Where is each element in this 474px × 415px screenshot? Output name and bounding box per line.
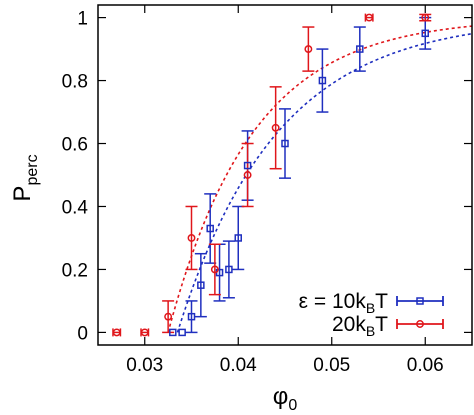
x-axis-label-main: φ [273,383,289,410]
x-tick-label: 0.05 [313,355,350,376]
data-point-series-1 [281,139,289,148]
data-point-series-2 [140,328,149,337]
data-point-series-1 [243,161,252,170]
data-point-series-1 [187,312,196,321]
x-tick-label: 0.06 [407,355,444,376]
fit-curves [167,25,473,333]
y-tick-label: 0.4 [62,197,89,218]
data-markers [112,13,430,337]
data-point-series-1 [421,29,429,38]
plot-frame [97,4,473,346]
x-tick-label: 0.04 [220,355,257,376]
legend-label-series-1: ε = 10kBT [299,290,389,316]
x-axis-label-sub: 0 [288,397,297,414]
legend-label-series-2-main: 20k [332,313,366,336]
data-point-series-2 [112,328,121,337]
fit-curve-series-2 [167,25,473,333]
legend-marker [416,297,424,305]
legend-marker [416,320,424,328]
y-tick-label: 0.8 [62,72,88,93]
y-axis-label-main: P [9,186,36,202]
data-point-series-2 [421,13,430,22]
y-tick-label: 0.6 [62,135,88,156]
x-axis-ticks: 0.03 0.04 0.05 0.06 [126,5,444,376]
data-point-series-1 [197,281,205,289]
y-axis-ticks: 0 0.2 0.4 0.6 0.8 1 [62,9,472,344]
legend: ε = 10kBT 20kBT [299,290,444,339]
data-point-series-2 [164,312,173,321]
legend-sample-series-2 [396,319,444,329]
data-point-series-1 [178,328,186,337]
legend-label-series-2: 20kBT [332,313,388,339]
y-axis-label: Pperc [9,154,41,201]
data-point-series-1 [225,265,233,274]
data-point-series-2 [210,265,219,274]
y-tick-label: 0.2 [62,260,88,281]
data-point-series-2 [271,123,280,132]
data-point-series-2 [243,171,252,179]
fit-curve-series-1 [176,32,473,333]
legend-label-series-2-sub: B [366,323,375,339]
legend-label-series-1-main: ε = 10k [299,290,367,313]
data-point-series-1 [356,45,364,53]
error-bars [112,13,432,337]
x-axis-label: φ0 [273,383,298,414]
y-tick-label: 1 [77,9,88,30]
legend-label-series-1-tail: T [375,290,388,313]
data-point-series-2 [187,234,196,242]
x-tick-label: 0.03 [126,355,163,376]
data-point-series-1 [234,234,242,242]
legend-label-series-1-sub: B [366,300,375,316]
data-point-series-1 [169,328,177,337]
data-point-series-1 [206,224,214,233]
data-point-series-1 [318,76,327,85]
y-tick-label: 0 [77,323,88,344]
legend-label-series-2-tail: T [375,313,388,336]
data-point-series-2 [304,45,313,54]
y-axis-label-sub: perc [24,154,41,185]
data-point-series-2 [365,13,374,22]
legend-sample-series-1 [396,296,444,306]
